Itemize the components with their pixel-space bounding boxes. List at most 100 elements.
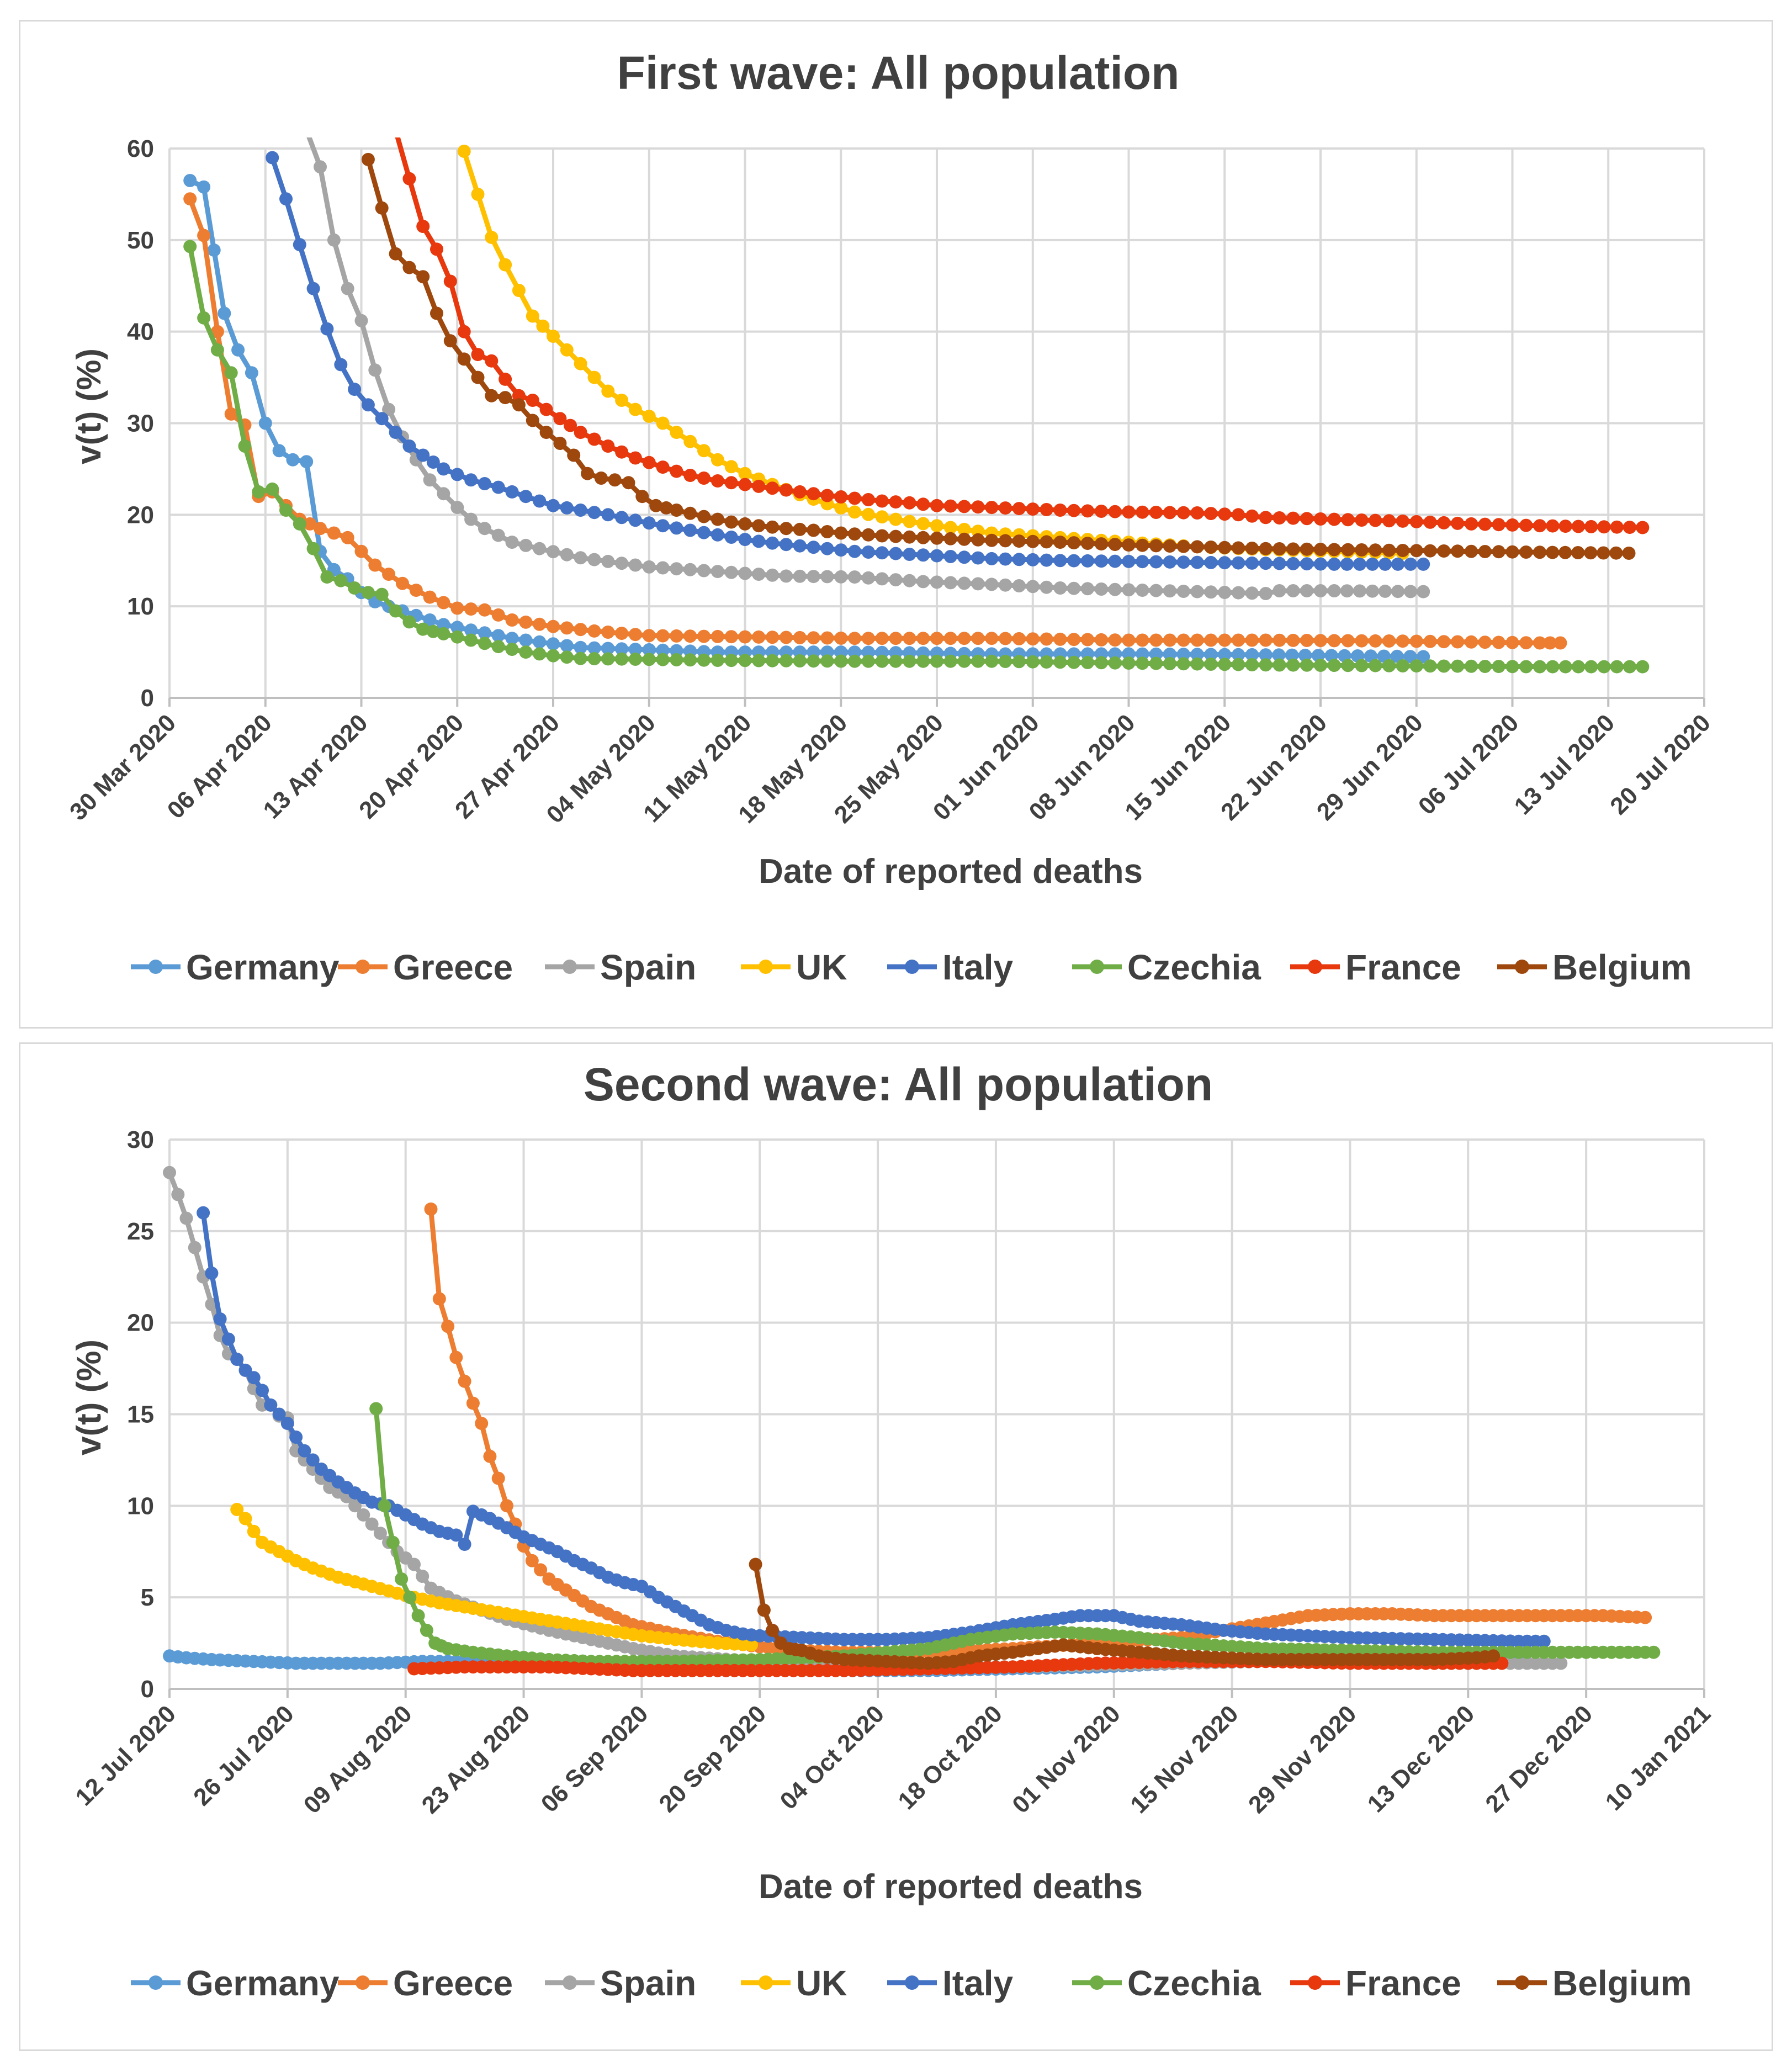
data-point <box>1597 520 1611 534</box>
data-point <box>1286 542 1300 556</box>
data-point <box>820 631 834 645</box>
data-point <box>1533 636 1547 650</box>
series-france <box>395 137 1650 534</box>
data-point <box>1584 520 1598 533</box>
data-point <box>1396 514 1409 528</box>
data-point <box>930 654 943 668</box>
data-point <box>1176 633 1190 647</box>
data-point <box>766 520 780 534</box>
y-tick-label: 10 <box>127 1492 154 1519</box>
data-point <box>1136 505 1149 519</box>
data-point <box>875 632 889 645</box>
data-point <box>1204 648 1218 661</box>
data-point <box>649 499 663 512</box>
data-point <box>793 485 807 499</box>
data-point <box>231 343 245 357</box>
data-point <box>300 124 313 137</box>
data-point <box>916 531 930 544</box>
data-point <box>457 145 471 158</box>
x-tick-label: 23 Aug 2020 <box>417 1700 536 1819</box>
data-point <box>357 1508 370 1522</box>
data-point <box>793 539 807 553</box>
data-point <box>752 479 766 493</box>
data-point <box>1584 660 1598 674</box>
data-point <box>1286 658 1300 672</box>
second-wave-chart-panel: Second wave: All population Date of repo… <box>19 1042 1773 2051</box>
data-point <box>1081 633 1094 647</box>
data-point <box>1314 543 1327 556</box>
data-point <box>587 506 601 520</box>
data-point <box>1149 633 1163 647</box>
data-point <box>738 467 752 480</box>
data-point <box>272 1407 286 1421</box>
legend-item-france: France <box>1290 1963 1461 2003</box>
data-point <box>1451 635 1465 649</box>
data-point <box>245 366 258 380</box>
data-point <box>738 533 752 547</box>
data-point <box>889 495 903 509</box>
data-point <box>533 617 547 631</box>
data-point <box>1053 504 1067 517</box>
data-point <box>1369 513 1382 527</box>
data-point <box>221 1332 235 1346</box>
data-point <box>1190 633 1204 647</box>
data-point <box>807 654 820 668</box>
data-point <box>587 432 601 446</box>
second-wave-chart: Second wave: All population Date of repo… <box>70 1058 1716 2003</box>
data-point <box>574 426 587 439</box>
data-point <box>1245 648 1259 661</box>
data-point <box>1163 539 1176 553</box>
data-point <box>587 624 601 638</box>
data-point <box>491 528 505 542</box>
data-point <box>369 1402 383 1416</box>
data-point <box>766 481 780 495</box>
data-point <box>341 282 354 295</box>
data-point <box>1396 634 1409 648</box>
data-point <box>601 554 615 568</box>
data-point <box>587 652 601 665</box>
data-point <box>1232 541 1245 555</box>
data-point <box>875 572 889 586</box>
legend-label: Belgium <box>1552 947 1692 987</box>
data-point <box>389 604 402 618</box>
data-point <box>1081 582 1094 596</box>
data-point <box>999 552 1012 566</box>
data-point <box>1273 584 1286 597</box>
data-point <box>1259 658 1273 672</box>
data-point <box>519 645 533 659</box>
data-point <box>1122 583 1136 597</box>
data-point <box>512 284 526 297</box>
data-point <box>1053 536 1067 549</box>
data-point <box>1273 557 1286 570</box>
data-point <box>1026 553 1040 566</box>
data-point <box>1492 660 1505 674</box>
data-point <box>382 402 396 416</box>
data-point <box>930 519 943 533</box>
data-point <box>848 527 862 541</box>
series-belgium <box>361 152 1636 560</box>
x-tick-label: 26 Jul 2020 <box>188 1700 299 1811</box>
data-point <box>916 548 930 562</box>
data-point <box>449 1528 463 1542</box>
data-point <box>1647 1645 1661 1659</box>
data-point <box>1273 633 1286 647</box>
data-point <box>1012 579 1026 592</box>
data-point <box>1355 543 1369 557</box>
data-point <box>1218 541 1232 554</box>
data-point <box>396 576 409 590</box>
data-point <box>395 1572 409 1586</box>
data-point <box>320 570 334 584</box>
data-point <box>615 652 629 666</box>
data-point <box>539 426 553 439</box>
data-point <box>1423 515 1437 529</box>
data-point <box>807 631 820 645</box>
data-point <box>368 558 382 572</box>
data-point <box>807 523 820 537</box>
data-point <box>697 564 711 578</box>
data-point <box>1300 557 1314 571</box>
data-point <box>930 549 943 563</box>
data-point <box>423 613 437 627</box>
data-point <box>499 372 512 386</box>
data-point <box>1417 650 1430 664</box>
data-point <box>1487 1649 1501 1663</box>
